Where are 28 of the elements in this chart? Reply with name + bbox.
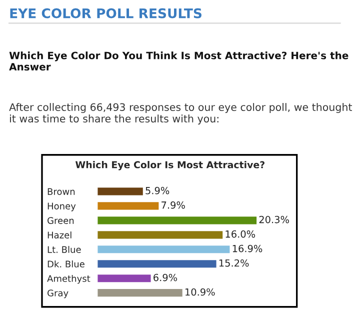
bar xyxy=(97,273,152,284)
text: After collecting 66,493 responses to our eye color poll, we thought it was time to share the results with you: xyxy=(9,103,352,124)
data-label: 6.9% xyxy=(154,274,178,282)
data-label: 16.9% xyxy=(232,244,262,252)
y-tick-label: Dk. Blue xyxy=(48,260,84,268)
bar xyxy=(97,244,232,255)
y-tick-label: Amethyst xyxy=(47,274,90,284)
data-label: 15.2% xyxy=(219,259,249,267)
text: EYE COLOR POLL RESULTS xyxy=(10,8,202,18)
bar xyxy=(97,258,218,270)
bar xyxy=(97,288,184,298)
y-tick-label: Hazel xyxy=(48,231,72,238)
data-label: 10.9% xyxy=(186,288,215,296)
data-label: 16.0% xyxy=(226,230,256,238)
chart-title: Which Eye Color Is Most Attractive? xyxy=(75,161,264,170)
y-tick-label: Gray xyxy=(48,290,68,298)
text: Which Eye Color Do You Think Is Most Attractive? Here's the Answer xyxy=(9,52,348,71)
y-tick-label: Brown xyxy=(48,188,75,195)
data-label: 5.9% xyxy=(146,186,170,194)
data-label: 20.3% xyxy=(259,216,289,224)
y-tick-label: Green xyxy=(48,217,74,224)
bar xyxy=(97,200,160,212)
bar xyxy=(97,186,144,197)
data-label: 7.9% xyxy=(162,201,185,209)
bar xyxy=(97,230,224,240)
y-tick-label: Honey xyxy=(48,202,76,212)
bar xyxy=(97,215,258,226)
y-tick-label: Lt. Blue xyxy=(48,246,81,253)
